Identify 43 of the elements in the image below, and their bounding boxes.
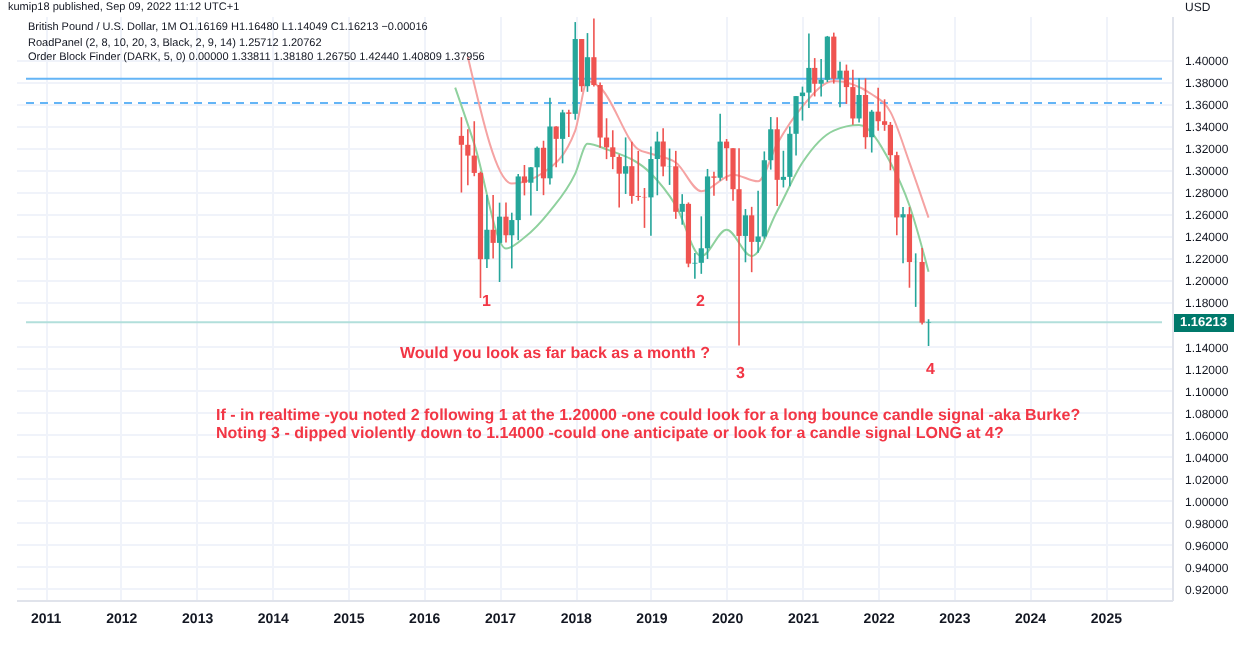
candlestick	[584, 32, 591, 93]
annotation: Noting 3 - dipped violently down to 1.14000 -could one anticipate or look for a candle signal LONG at 4?	[216, 424, 1004, 442]
candlestick	[496, 201, 503, 283]
candlestick	[856, 77, 862, 124]
candlestick	[458, 116, 465, 194]
candlestick	[837, 61, 843, 109]
annotation: 4	[926, 360, 935, 378]
candlestick	[742, 208, 749, 264]
candlestick	[831, 31, 837, 85]
annotation: 3	[736, 364, 745, 382]
candlestick	[875, 86, 881, 132]
candlestick	[673, 150, 679, 220]
candlestick	[900, 206, 906, 265]
candlestick	[666, 147, 673, 186]
annotation: 2	[696, 292, 705, 310]
annotation: If - in realtime -you noted 2 following 1 at the 1.20000 -one could look for a long bounce candle signal -aka Burke?	[216, 406, 1081, 424]
candlestick	[566, 108, 572, 138]
candlestick	[660, 127, 666, 178]
line-series	[454, 86, 930, 273]
candlestick	[579, 38, 585, 93]
candlestick	[869, 109, 875, 154]
candlestick	[749, 206, 755, 273]
candlestick	[679, 193, 685, 226]
candlestick	[623, 136, 629, 195]
candlestick	[503, 201, 509, 244]
candlestick	[717, 112, 723, 182]
candlestick	[736, 147, 742, 347]
candlestick	[534, 145, 540, 192]
candlestick	[711, 171, 717, 197]
candlestick	[484, 194, 490, 269]
candlestick	[559, 108, 566, 165]
candlestick	[490, 194, 496, 260]
candlestick	[553, 125, 559, 169]
candlestick	[862, 77, 869, 150]
candlestick	[812, 57, 818, 98]
candlestick	[925, 318, 932, 347]
candlestick	[540, 139, 547, 196]
candlestick	[906, 206, 913, 289]
annotation: 1	[482, 292, 491, 310]
candlestick	[521, 164, 528, 197]
candlestick	[629, 141, 635, 205]
candlestick	[850, 68, 856, 126]
annotation: Would you look as far back as a month ?	[400, 344, 710, 362]
